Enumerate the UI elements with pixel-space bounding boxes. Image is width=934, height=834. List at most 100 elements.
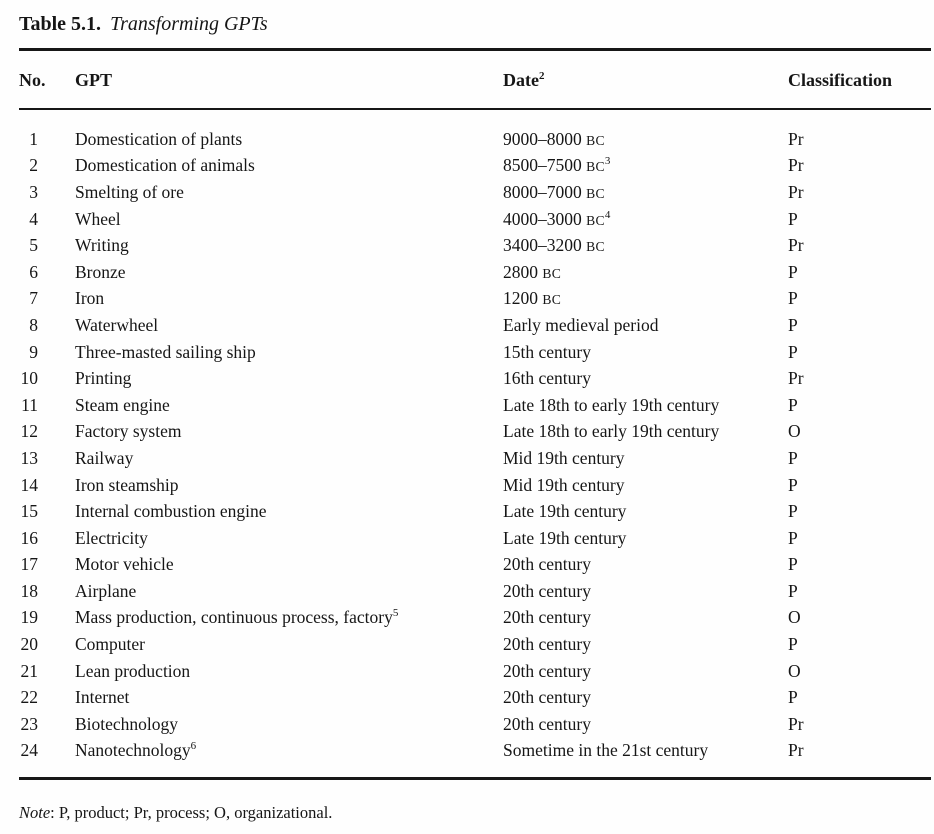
cell-no: 20 — [20, 634, 39, 655]
cell-no: 15 — [20, 501, 39, 522]
note-label: Note — [19, 803, 51, 823]
cell-date: Mid 19th century — [503, 447, 625, 468]
cell-classification: P — [788, 394, 798, 415]
column-header-date-text: Date — [503, 70, 539, 90]
table-row: 2 Domestication of animals 8500–7500 BC3 Pr — [19, 153, 931, 180]
date-footnote-marker: 2 — [538, 70, 545, 82]
cell-classification: P — [788, 554, 798, 575]
cell-classification: O — [788, 660, 801, 681]
cell-date: 2800 BC — [503, 261, 562, 282]
cell-no: 8 — [29, 314, 38, 335]
cell-gpt: Iron steamship — [75, 474, 179, 495]
column-header-classification: Classification — [788, 70, 893, 90]
bc-smallcaps: BC — [586, 185, 605, 201]
table-row: 8 Waterwheel Early medieval period P — [19, 312, 931, 339]
table-row: 18 Airplane 20th century P — [19, 578, 931, 605]
cell-gpt: Motor vehicle — [75, 554, 174, 575]
table-header: No. GPT Date2 Classification — [19, 51, 931, 108]
table-row: 6 Bronze 2800 BC P — [19, 259, 931, 286]
cell-no: 10 — [20, 368, 39, 389]
table-row: 10 Printing 16th century Pr — [19, 365, 931, 392]
column-header-no: No. — [19, 70, 46, 90]
table-row: 16 Electricity Late 19th century P — [19, 525, 931, 552]
cell-gpt: Electricity — [75, 527, 148, 548]
table-row: 22 Internet 20th century P — [19, 684, 931, 711]
cell-date: Late 19th century — [503, 501, 627, 522]
cell-no: 13 — [20, 447, 39, 468]
cell-gpt: Domestication of animals — [75, 155, 255, 176]
cell-no: 21 — [20, 660, 39, 681]
cell-no: 5 — [29, 235, 38, 256]
cell-gpt: Wheel — [75, 208, 121, 229]
cell-gpt: Internal combustion engine — [75, 501, 267, 522]
table-note: Note: P, product; Pr, process; O, organi… — [19, 803, 934, 823]
cell-no: 14 — [20, 474, 39, 495]
gpt-table: 1 Domestication of plants 9000–8000 BC Pr 2 D… — [19, 126, 931, 764]
cell-classification: Pr — [788, 740, 804, 761]
bottom-rule — [19, 777, 931, 781]
table-row: 7 Iron 1200 BC P — [19, 286, 931, 313]
cell-date: Mid 19th century — [503, 474, 625, 495]
cell-classification: O — [788, 607, 801, 628]
table-body: 1 Domestication of plants 9000–8000 BC Pr 2 D… — [19, 126, 931, 764]
table-row: 17 Motor vehicle 20th century P — [19, 552, 931, 579]
cell-date: 20th century — [503, 713, 591, 734]
cell-no: 24 — [20, 740, 39, 761]
table-row: 24 Nanotechnology6 Sometime in the 21st ce… — [19, 738, 931, 765]
cell-classification: P — [788, 474, 798, 495]
cell-classification: P — [788, 687, 798, 708]
table-row: 12 Factory system Late 18th to early 19th … — [19, 419, 931, 446]
cell-gpt: Mass production, continuous process, fac… — [75, 607, 399, 628]
date-footnote-marker: 4 — [604, 208, 611, 221]
cell-gpt: Computer — [75, 634, 145, 655]
cell-no: 23 — [20, 713, 39, 734]
cell-classification: Pr — [788, 713, 804, 734]
table-row: 21 Lean production 20th century O — [19, 658, 931, 685]
cell-date: 20th century — [503, 607, 591, 628]
cell-gpt: Internet — [75, 687, 130, 708]
cell-no: 22 — [20, 687, 39, 708]
table-row: 1 Domestication of plants 9000–8000 BC Pr — [19, 126, 931, 153]
cell-no: 12 — [20, 421, 39, 442]
table-row: 3 Smelting of ore 8000–7000 BC Pr — [19, 179, 931, 206]
table-row: 14 Iron steamship Mid 19th century P — [19, 472, 931, 499]
cell-date: 15th century — [503, 341, 591, 362]
cell-gpt: Factory system — [75, 421, 182, 442]
cell-no: 19 — [20, 607, 39, 628]
cell-classification: P — [788, 447, 798, 468]
cell-classification: Pr — [788, 235, 804, 256]
date-footnote-marker: 3 — [604, 155, 611, 168]
cell-classification: P — [788, 580, 798, 601]
cell-date: 20th century — [503, 634, 591, 655]
cell-date: 16th century — [503, 368, 591, 389]
cell-gpt: Three-masted sailing ship — [75, 341, 256, 362]
cell-gpt: Writing — [75, 235, 129, 256]
gpt-footnote-marker: 6 — [190, 740, 197, 753]
cell-gpt: Waterwheel — [75, 314, 159, 335]
note-text: : P, product; Pr, process; O, organizati… — [50, 803, 333, 823]
cell-classification: O — [788, 421, 801, 442]
cell-no: 9 — [29, 341, 38, 362]
cell-date: 20th century — [503, 660, 591, 681]
cell-classification: P — [788, 261, 798, 282]
cell-date: 20th century — [503, 554, 591, 575]
cell-gpt: Domestication of plants — [75, 128, 243, 149]
cell-date: 20th century — [503, 687, 591, 708]
table-row: 5 Writing 3400–3200 BC Pr — [19, 232, 931, 259]
cell-classification: P — [788, 288, 798, 309]
cell-classification: P — [788, 208, 798, 229]
cell-gpt: Nanotechnology6 — [75, 740, 197, 761]
top-rule — [19, 48, 931, 51]
cell-classification: Pr — [788, 368, 804, 389]
table-title: Table 5.1. Transforming GPTs — [19, 11, 934, 37]
table-row: 9 Three-masted sailing ship 15th century P — [19, 339, 931, 366]
table-row: 15 Internal combustion engine Late 19th ce… — [19, 498, 931, 525]
cell-date: Late 18th to early 19th century — [503, 421, 720, 442]
table-caption: Transforming GPTs — [110, 13, 268, 35]
cell-classification: P — [788, 527, 798, 548]
cell-no: 11 — [21, 394, 38, 415]
cell-no: 4 — [29, 208, 38, 229]
cell-date: 4000–3000 BC4 — [503, 208, 611, 229]
gpt-footnote-marker: 5 — [392, 607, 399, 620]
bc-smallcaps: BC — [586, 159, 605, 175]
